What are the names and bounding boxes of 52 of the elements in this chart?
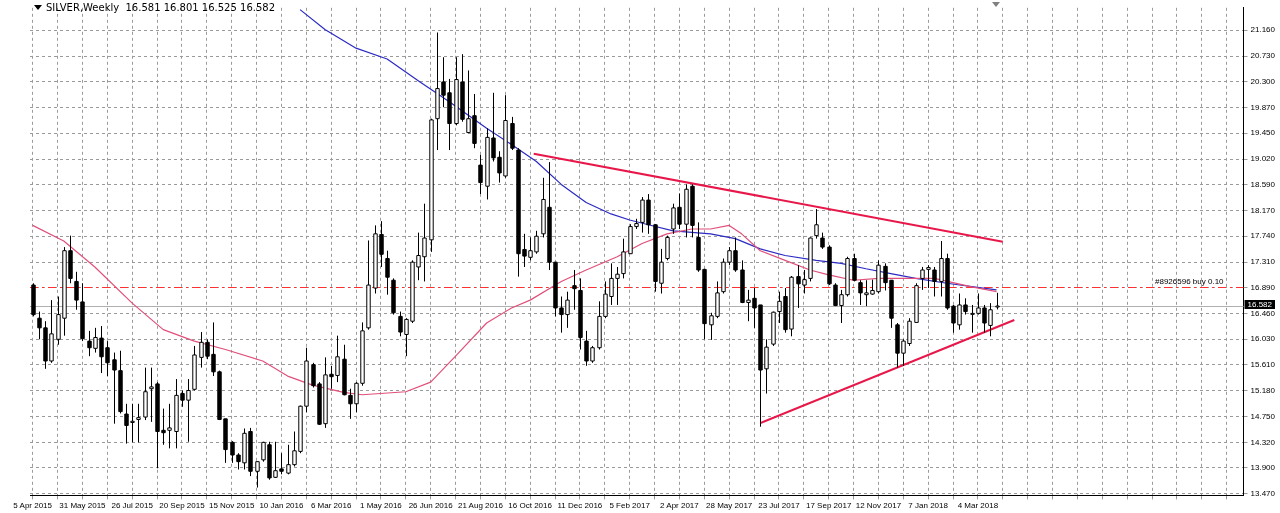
ref-line-label: #8926596 buy 0.10 bbox=[1155, 276, 1225, 286]
x-tick-label: 28 May 2017 bbox=[706, 501, 753, 511]
x-tick-label: 17 Sep 2017 bbox=[805, 501, 852, 511]
x-tick-label: 31 May 2015 bbox=[59, 501, 107, 511]
y-tick-label: 16.890 bbox=[1250, 282, 1276, 292]
x-tick-label: 20 Sep 2015 bbox=[159, 501, 206, 511]
x-tick-label: 12 Nov 2017 bbox=[855, 501, 902, 511]
x-tick-label: 4 Mar 2018 bbox=[957, 501, 999, 511]
candlestick bbox=[621, 238, 626, 279]
y-tick-label: 19.020 bbox=[1250, 154, 1276, 164]
x-tick-label: 11 Dec 2016 bbox=[557, 501, 603, 511]
x-tick-label: 16 Oct 2016 bbox=[508, 501, 553, 511]
x-tick-label: 2 Apr 2017 bbox=[660, 501, 700, 511]
x-tick-label: 21 Aug 2016 bbox=[457, 501, 504, 511]
y-tick-label: 13.470 bbox=[1250, 488, 1276, 498]
y-tick-label: 15.610 bbox=[1250, 359, 1276, 369]
y-tick-label: 17.310 bbox=[1250, 257, 1276, 267]
x-tick-label: 26 Jun 2016 bbox=[408, 501, 454, 511]
ref-line-label: 16.582 bbox=[1247, 299, 1273, 309]
y-tick-label: 18.170 bbox=[1250, 205, 1276, 215]
candlestick bbox=[74, 271, 79, 311]
candlestick bbox=[255, 461, 260, 489]
candlestick bbox=[385, 250, 390, 296]
x-tick-label: 7 Jan 2018 bbox=[908, 501, 949, 511]
x-tick-label: 1 May 2016 bbox=[360, 501, 403, 511]
candlestick bbox=[665, 235, 670, 261]
x-tick-label: 5 Apr 2015 bbox=[13, 501, 53, 511]
x-tick-label: 6 Mar 2016 bbox=[310, 501, 352, 511]
y-tick-label: 17.740 bbox=[1250, 231, 1276, 241]
y-tick-label: 15.180 bbox=[1250, 385, 1276, 395]
y-tick-label: 21.160 bbox=[1250, 25, 1276, 35]
y-tick-label: 19.450 bbox=[1250, 128, 1276, 138]
y-tick-label: 18.590 bbox=[1250, 180, 1276, 190]
y-tick-label: 13.900 bbox=[1250, 462, 1276, 472]
candlestick bbox=[478, 154, 483, 195]
x-tick-label: 5 Feb 2017 bbox=[609, 501, 651, 511]
candlestick bbox=[136, 403, 141, 443]
y-tick-label: 14.320 bbox=[1250, 437, 1276, 447]
y-tick-label: 20.300 bbox=[1250, 77, 1276, 87]
y-tick-label: 16.460 bbox=[1250, 308, 1276, 318]
y-tick-label: 14.750 bbox=[1250, 411, 1276, 421]
candlestick bbox=[572, 269, 577, 311]
x-tick-label: 26 Jul 2015 bbox=[111, 501, 154, 511]
chart-title: SILVER,Weekly 16.581 16.801 16.525 16.582 bbox=[46, 2, 276, 13]
x-tick-label: 10 Jan 2016 bbox=[259, 501, 304, 511]
candlestick bbox=[852, 253, 857, 282]
x-tick-label: 15 Nov 2015 bbox=[208, 501, 255, 511]
candlestick bbox=[814, 208, 819, 240]
y-tick-label: 20.730 bbox=[1250, 51, 1276, 61]
y-tick-label: 16.030 bbox=[1250, 334, 1276, 344]
y-tick-label: 19.870 bbox=[1250, 103, 1276, 113]
x-tick-label: 23 Jul 2017 bbox=[758, 501, 801, 511]
